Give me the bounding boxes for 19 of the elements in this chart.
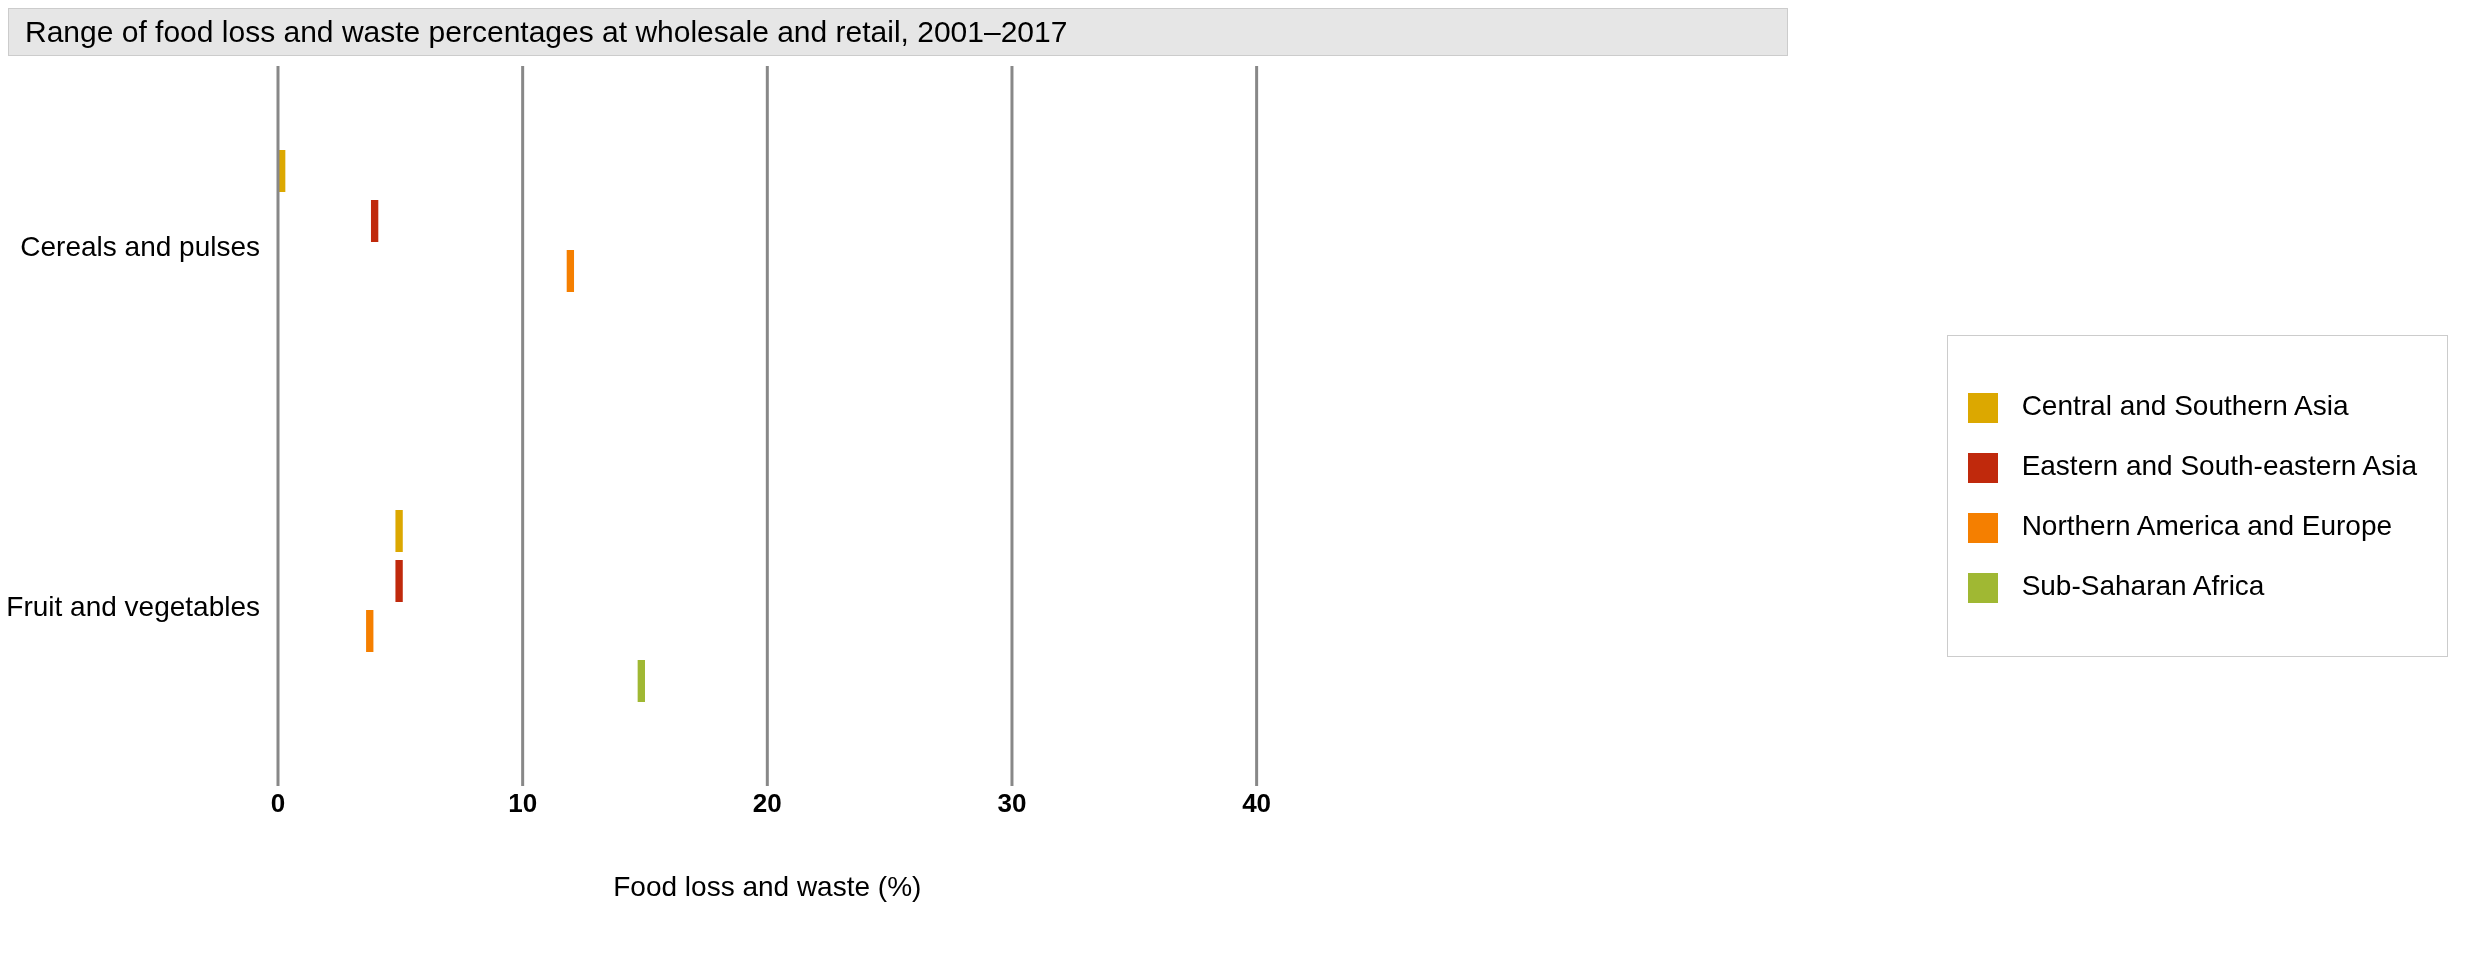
legend-label: Northern America and Europe: [2021, 510, 2393, 541]
x-tick-label: 30: [997, 788, 1027, 819]
x-tick-label: 40: [1242, 788, 1272, 819]
x-tick-label: 10: [508, 788, 538, 819]
y-tick-label: Fruit and vegetables: [6, 590, 260, 622]
bar: [395, 560, 403, 602]
legend-label: Central and Southern Asia: [2021, 390, 2349, 421]
x-tick-label: 20: [752, 788, 782, 819]
bar: [370, 200, 379, 242]
x-axis-title: Food loss and waste (%): [613, 871, 922, 902]
bar: [366, 610, 374, 652]
y-tick-label: Cereals and pulses: [20, 230, 260, 262]
bar: [395, 510, 403, 552]
legend-label: Sub-Saharan Africa: [2021, 570, 2265, 601]
bar: [637, 660, 645, 702]
x-tick-label: 0: [270, 788, 286, 819]
bar: [566, 250, 575, 292]
legend-label: Eastern and South-eastern Asia: [2021, 450, 2417, 481]
chart-title: Range of food loss and waste percentages at wholesale and retail, 2001–2017: [8, 8, 1788, 56]
